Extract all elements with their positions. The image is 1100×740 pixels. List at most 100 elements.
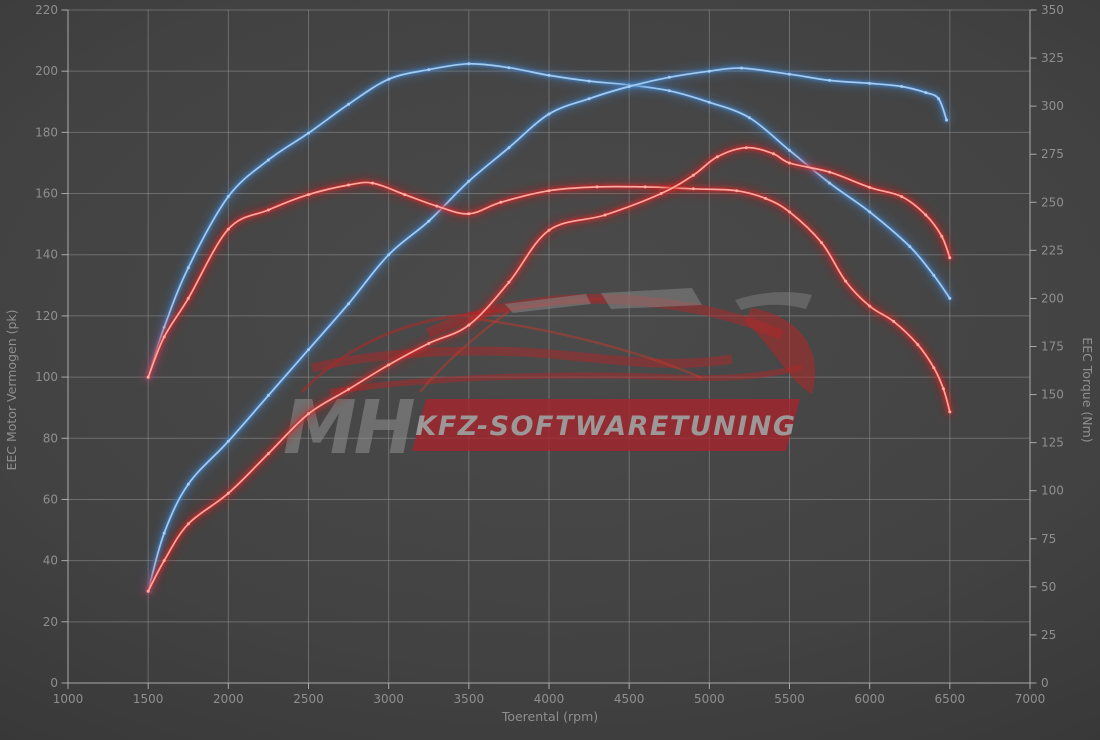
data-point-torque-tuned	[387, 77, 391, 81]
data-point-power-original	[162, 559, 166, 563]
data-point-power-tuned	[467, 179, 471, 183]
x-tick-label: 5000	[694, 692, 725, 706]
y-right-tick-label: 200	[1041, 291, 1064, 305]
data-point-power-original	[900, 195, 904, 199]
curves	[143, 58, 955, 597]
data-point-torque-original	[691, 187, 695, 191]
car-door-line-icon	[469, 316, 703, 380]
data-point-power-original	[146, 589, 150, 593]
y-right-tick-label: 275	[1041, 147, 1064, 161]
data-point-torque-tuned	[948, 296, 952, 300]
data-point-torque-original	[868, 304, 872, 308]
x-tick-label: 6500	[935, 692, 966, 706]
y-right-tick-label: 75	[1041, 532, 1056, 546]
data-point-torque-tuned	[266, 158, 270, 162]
data-point-torque-tuned	[307, 131, 310, 135]
data-point-torque-original	[371, 181, 375, 185]
curve-power-tuned	[147, 67, 948, 593]
y-right-tick-label: 175	[1041, 340, 1064, 354]
data-point-power-original	[691, 173, 695, 177]
curve-torque-tuned	[147, 62, 951, 379]
data-point-torque-original	[788, 210, 791, 214]
data-point-torque-tuned	[427, 68, 431, 72]
x-tick-label: 3500	[454, 692, 485, 706]
data-point-torque-tuned	[547, 73, 551, 77]
data-point-torque-original	[266, 208, 270, 212]
data-point-power-original	[772, 152, 775, 156]
data-point-torque-original	[499, 200, 503, 204]
y-left-tick-label: 80	[43, 431, 58, 445]
data-point-power-original	[467, 323, 471, 327]
data-point-power-tuned	[387, 253, 391, 257]
data-point-power-original	[715, 155, 719, 159]
y-left-tick-label: 200	[35, 64, 58, 78]
y-left-tick-label: 20	[43, 615, 58, 629]
y-left-tick-label: 0	[50, 676, 58, 690]
data-point-power-original	[924, 213, 928, 217]
watermark-mh-text: MH	[283, 385, 415, 471]
y-right-tick-label: 350	[1041, 3, 1064, 17]
curve-glow-power-tuned	[146, 66, 949, 594]
x-tick-label: 4000	[534, 692, 565, 706]
car-window-front-icon	[505, 294, 591, 313]
data-point-torque-tuned	[707, 100, 711, 104]
x-tick-label: 6000	[854, 692, 885, 706]
car-window-rear-icon	[601, 288, 702, 309]
data-point-torque-original	[941, 387, 945, 391]
y-left-tick-label: 120	[35, 309, 58, 323]
watermark-band	[412, 399, 800, 451]
data-point-power-tuned	[739, 66, 743, 70]
data-point-torque-tuned	[868, 210, 872, 214]
data-point-torque-tuned	[186, 266, 190, 270]
data-point-power-original	[226, 491, 230, 495]
data-point-power-original	[186, 522, 190, 526]
data-point-power-original	[788, 161, 791, 165]
data-point-torque-original	[820, 241, 824, 245]
data-point-power-tuned	[788, 72, 791, 76]
x-tick-label: 1000	[53, 692, 84, 706]
data-point-power-original	[940, 234, 944, 238]
data-point-torque-tuned	[747, 116, 751, 120]
data-point-torque-original	[467, 212, 471, 216]
data-point-torque-original	[186, 296, 190, 300]
data-point-torque-original	[764, 196, 767, 200]
data-point-power-tuned	[507, 146, 511, 150]
data-point-power-original	[266, 452, 270, 456]
data-point-power-original	[307, 412, 310, 416]
x-tick-label: 2500	[293, 692, 324, 706]
data-point-torque-original	[932, 366, 936, 370]
data-point-torque-original	[307, 193, 310, 197]
y-axis-right-title: EEC Torque (Nm)	[1080, 337, 1095, 442]
car-pillar-line-icon	[419, 310, 509, 393]
data-point-torque-tuned	[467, 62, 471, 66]
y-right-tick-label: 0	[1041, 676, 1049, 690]
data-point-power-original	[547, 228, 551, 232]
y-right-tick-label: 100	[1041, 484, 1064, 498]
data-point-power-tuned	[547, 112, 551, 116]
data-point-power-original	[659, 192, 663, 195]
data-point-torque-original	[948, 410, 952, 414]
curve-halo-power-tuned	[143, 63, 952, 597]
x-tick-label: 3000	[373, 692, 404, 706]
data-point-torque-original	[892, 320, 896, 323]
data-point-torque-original	[162, 335, 166, 339]
data-point-torque-original	[916, 343, 920, 347]
data-point-power-original	[828, 170, 832, 174]
data-point-power-tuned	[707, 69, 711, 73]
data-point-torque-tuned	[667, 89, 671, 93]
car-body-swoosh-icon	[310, 346, 733, 373]
y-right-tick-label: 25	[1041, 628, 1056, 642]
data-point-torque-original	[595, 185, 599, 189]
data-point-power-tuned	[667, 75, 671, 79]
data-point-power-tuned	[828, 78, 832, 82]
data-point-torque-original	[643, 185, 647, 189]
data-point-power-tuned	[162, 531, 166, 535]
data-point-torque-original	[347, 183, 351, 187]
data-point-torque-original	[844, 279, 848, 283]
data-point-power-tuned	[924, 91, 928, 95]
data-point-power-original	[347, 387, 351, 391]
data-point-torque-tuned	[788, 148, 791, 152]
data-point-power-tuned	[900, 85, 904, 88]
data-point-power-tuned	[945, 118, 949, 122]
